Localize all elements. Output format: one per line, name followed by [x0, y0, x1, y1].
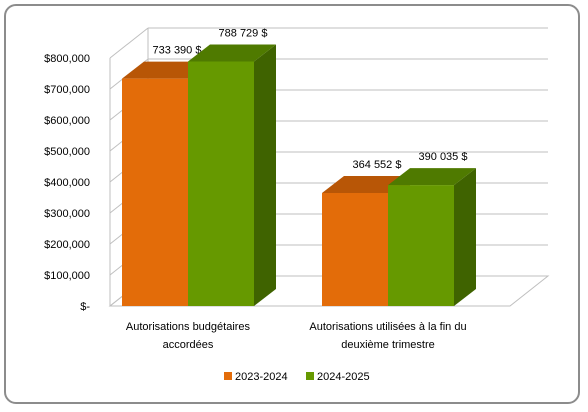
- y-tick-label-8: $800,000: [44, 53, 90, 65]
- y-tick-label-7: $700,000: [44, 84, 90, 96]
- y-tick-label-0: $-: [80, 301, 90, 313]
- category-label-0-0: Autorisations budgétaires: [126, 321, 251, 333]
- bar-1-1: [388, 185, 454, 306]
- bar-0-0: [122, 78, 188, 306]
- y-tick-label-4: $400,000: [44, 177, 90, 189]
- y-tick-label-6: $600,000: [44, 115, 90, 127]
- bar-0-1: [322, 192, 388, 306]
- bar-side-1-0: [254, 44, 276, 306]
- y-tick-label-3: $300,000: [44, 208, 90, 220]
- legend-swatch-0: [224, 372, 232, 380]
- data-label-0-0: 733 390 $: [153, 45, 202, 57]
- gridline-depth-8: [109, 27, 149, 59]
- bar-chart: $- $100,000 $200,000 $300,000 $400,000 $500,0…: [44, 27, 550, 383]
- bar-top-1-0: [188, 44, 276, 62]
- legend-label-0: 2023-2024: [235, 371, 288, 383]
- data-label-1-0: 788 729 $: [219, 27, 268, 39]
- y-tick-label-1: $100,000: [44, 270, 90, 282]
- y-tick-label-2: $200,000: [44, 239, 90, 251]
- y-tick-label-5: $500,000: [44, 146, 90, 158]
- data-label-1-1: 390 035 $: [419, 151, 468, 163]
- legend-label-1: 2024-2025: [317, 371, 370, 383]
- bar-1-0: [188, 61, 254, 306]
- data-label-0-1: 364 552 $: [353, 159, 402, 171]
- chart-frame: $- $100,000 $200,000 $300,000 $400,000 $500,0…: [4, 4, 580, 404]
- bar-top-1-1: [388, 168, 476, 186]
- bar-side-1-1: [454, 168, 476, 306]
- category-label-1-0: Autorisations utilisées à la fin du: [309, 321, 466, 333]
- legend-swatch-1: [306, 372, 314, 380]
- category-label-0-1: accordées: [163, 339, 214, 351]
- category-label-1-1: deuxième trimestre: [341, 339, 435, 351]
